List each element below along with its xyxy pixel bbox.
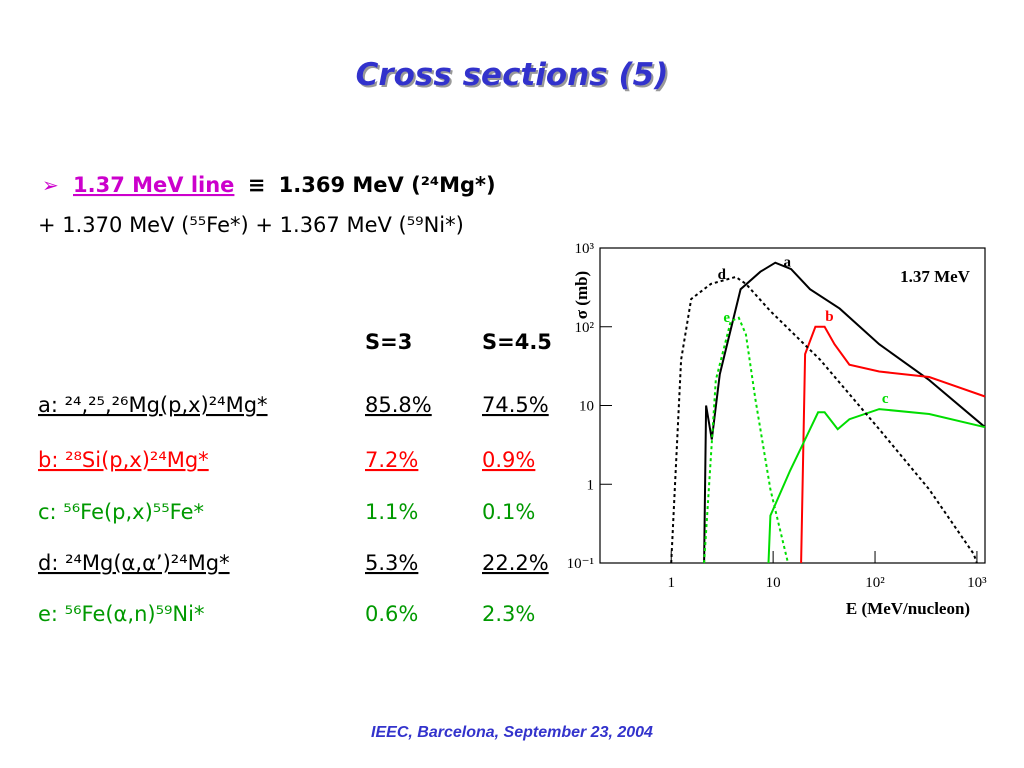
table-header: S=3 [365, 330, 412, 354]
bullet-arrow: ➢ [42, 173, 59, 197]
series-label: d [718, 267, 727, 283]
table-cell: 0.6% [365, 602, 418, 626]
series-line [670, 275, 978, 564]
table-cell: 7.2% [365, 448, 418, 472]
series-line [703, 261, 986, 564]
equiv-symbol: ≡ [248, 173, 266, 197]
table-cell: 74.5% [482, 393, 549, 417]
table-cell: 0.1% [482, 500, 535, 524]
line-name: 1.37 MeV line [73, 173, 234, 197]
y-tick-label: 10² [575, 320, 595, 336]
table-cell: 0.9% [482, 448, 535, 472]
reaction-label: c: ⁵⁶Fe(p,x)⁵⁵Fe* [38, 500, 204, 524]
series-line [800, 325, 986, 564]
table-cell: 85.8% [365, 393, 432, 417]
slide-title: Cross sections (5) [356, 57, 669, 93]
series-label: a [784, 255, 792, 271]
table-cell: 1.1% [365, 500, 418, 524]
series-label: b [825, 309, 833, 325]
y-tick-label: 10 [579, 399, 594, 415]
table-cell: 22.2% [482, 551, 549, 575]
subline: + 1.370 MeV (⁵⁵Fe*) + 1.367 MeV (⁵⁹Ni*) [38, 213, 464, 237]
reaction-label: a: ²⁴,²⁵,²⁶Mg(p,x)²⁴Mg* [38, 393, 268, 417]
line-energy: 1.369 MeV (²⁴Mg*) [279, 173, 496, 197]
annotation: 1.37 MeV [900, 267, 971, 286]
bullet-line: 1.37 MeV line ≡ 1.369 MeV (²⁴Mg*) [73, 173, 496, 197]
x-tick-label: 10 [766, 575, 781, 591]
plot-frame [599, 247, 986, 564]
reaction-label: e: ⁵⁶Fe(α,n)⁵⁹Ni* [38, 602, 204, 626]
series-line [767, 408, 986, 564]
y-tick-label: 10⁻¹ [567, 556, 594, 572]
x-tick-label: 1 [667, 575, 675, 591]
reaction-label: b: ²⁸Si(p,x)²⁴Mg* [38, 448, 209, 472]
series-label: e [723, 310, 730, 326]
x-tick-label: 10² [865, 575, 885, 591]
chart: 1 10 10² 10³ 10⁻¹ 1 10 10² 10³ E (MeV/nucleon) σ (… [567, 241, 988, 618]
table-header: S=4.5 [482, 330, 552, 354]
series-label: c [882, 391, 889, 407]
footer: IEEC, Barcelona, September 23, 2004 [371, 724, 653, 741]
y-axis-label: σ (mb) [572, 271, 591, 319]
reaction-label: d: ²⁴Mg(α,α’)²⁴Mg* [38, 551, 230, 575]
series-line [703, 316, 789, 564]
table: S=3 S=4.5 a: ²⁴,²⁵,²⁶Mg(p,x)²⁴Mg* 85.8% 74.5… [38, 330, 552, 626]
table-cell: 2.3% [482, 602, 535, 626]
y-tick-label: 1 [587, 477, 595, 493]
table-cell: 5.3% [365, 551, 418, 575]
x-tick-label: 10³ [967, 575, 987, 591]
y-tick-label: 10³ [575, 241, 595, 257]
x-axis-label: E (MeV/nucleon) [846, 599, 970, 618]
